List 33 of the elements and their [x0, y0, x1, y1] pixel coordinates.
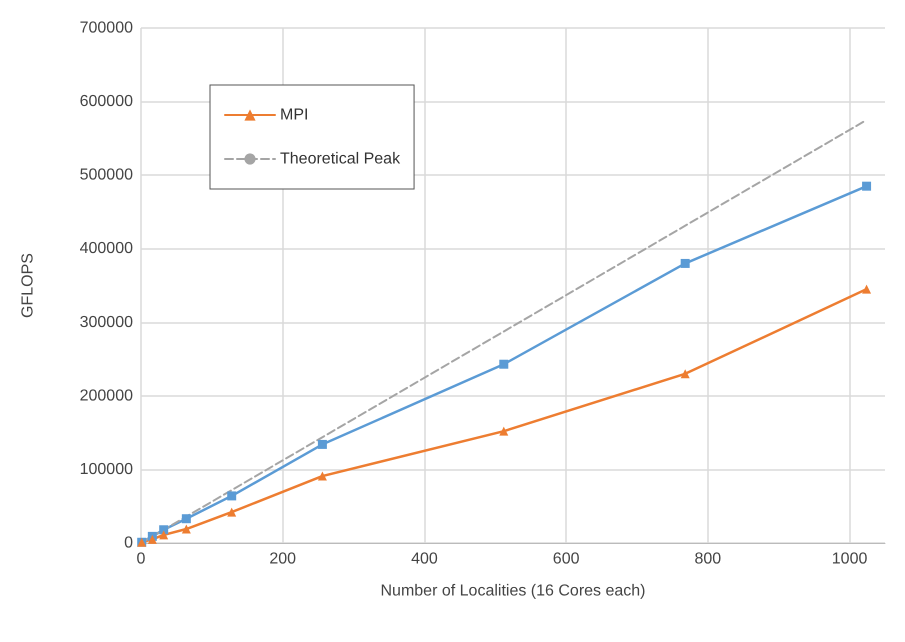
y-tick-label: 400000 — [80, 240, 134, 258]
point — [680, 369, 690, 378]
y-tick-label: 300000 — [80, 314, 134, 331]
y-axis-title: GFLOPS — [20, 253, 36, 318]
y-tick-label: 200000 — [80, 387, 134, 404]
x-tick-label: 400 — [411, 550, 438, 568]
legend-label: MPI — [280, 106, 308, 124]
y-tick-label: 100000 — [80, 460, 134, 478]
x-axis-title: Number of Localities (16 Cores each) — [380, 582, 646, 600]
x-tick-label: 0 — [136, 550, 146, 568]
point — [318, 472, 327, 481]
y-tick-label: 700000 — [80, 20, 134, 36]
legend-label: Theoretical Peak — [280, 150, 402, 168]
point — [227, 508, 236, 517]
y-tick-label: 500000 — [80, 166, 134, 184]
point — [227, 491, 236, 500]
point — [318, 440, 327, 449]
point — [862, 182, 872, 191]
point — [182, 524, 191, 534]
x-tick-label: 1000 — [832, 550, 868, 568]
point — [159, 530, 168, 540]
point — [499, 360, 508, 369]
x-tick-label: 200 — [269, 550, 296, 568]
point — [148, 534, 157, 544]
x-tick-label: 600 — [552, 550, 580, 568]
point — [499, 426, 508, 436]
y-tick-label: 600000 — [80, 93, 134, 110]
y-tick-label: 0 — [124, 534, 134, 552]
x-tick-label: 800 — [694, 550, 722, 568]
point — [680, 258, 690, 268]
point — [159, 525, 168, 534]
point — [862, 284, 872, 294]
point — [182, 514, 191, 524]
